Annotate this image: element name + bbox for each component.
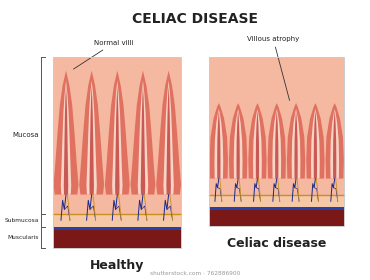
Polygon shape [166,85,171,195]
Bar [53,227,181,230]
Polygon shape [330,109,339,179]
Polygon shape [90,85,94,195]
Polygon shape [210,103,228,179]
Polygon shape [292,109,300,179]
Bar [209,207,344,210]
Bar [209,57,344,195]
Text: Healthy: Healthy [90,259,145,272]
Polygon shape [156,71,181,195]
Polygon shape [217,111,221,179]
Polygon shape [248,103,266,179]
Polygon shape [268,103,286,179]
Polygon shape [256,111,259,179]
Polygon shape [215,109,223,179]
Text: CELIAC DISEASE: CELIAC DISEASE [132,13,258,27]
Polygon shape [295,111,298,179]
Polygon shape [236,111,240,179]
Polygon shape [253,109,262,179]
Polygon shape [306,103,324,179]
Polygon shape [61,81,71,195]
Polygon shape [105,71,130,195]
Polygon shape [115,85,120,195]
Polygon shape [275,111,278,179]
Polygon shape [131,71,155,195]
Text: Normal villi: Normal villi [74,40,134,69]
Polygon shape [326,103,344,179]
Polygon shape [272,109,281,179]
Text: Muscularis: Muscularis [7,235,38,240]
Polygon shape [112,81,122,195]
Bar [209,207,344,226]
Bar [53,57,181,214]
Text: Villous atrophy: Villous atrophy [247,36,299,101]
Polygon shape [138,81,148,195]
Bar [209,195,344,207]
Text: Submucosa: Submucosa [4,218,38,223]
Text: shutterstock.com · 762886900: shutterstock.com · 762886900 [150,271,240,276]
Polygon shape [54,71,78,195]
Text: Celiac disease: Celiac disease [227,237,326,250]
Bar [53,227,181,248]
Polygon shape [64,85,68,195]
Polygon shape [333,111,336,179]
Polygon shape [287,103,305,179]
Bar [53,57,181,248]
Polygon shape [87,81,97,195]
Polygon shape [234,109,242,179]
Polygon shape [79,71,104,195]
Polygon shape [314,111,317,179]
Bar [53,214,181,227]
Polygon shape [311,109,320,179]
Polygon shape [141,85,145,195]
Polygon shape [229,103,247,179]
Text: Mucosa: Mucosa [12,132,38,138]
Polygon shape [164,81,174,195]
Bar [209,57,344,226]
